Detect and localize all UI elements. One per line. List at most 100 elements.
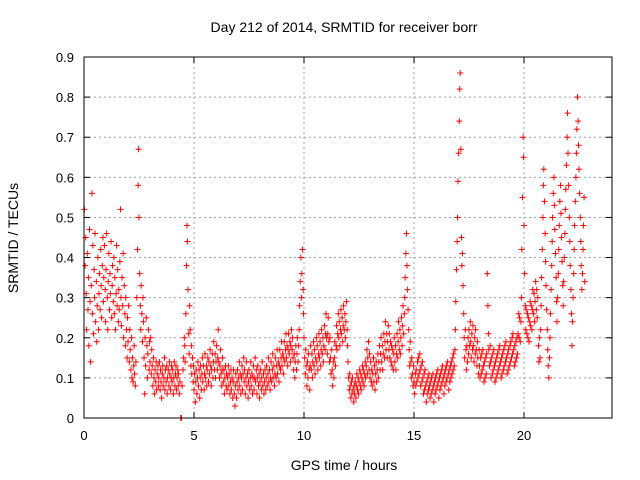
data-point xyxy=(329,366,336,373)
data-point xyxy=(183,222,190,229)
data-point xyxy=(378,334,384,341)
data-point xyxy=(287,342,294,349)
data-point xyxy=(264,382,271,389)
data-point xyxy=(176,390,183,397)
data-point xyxy=(158,394,165,401)
data-point xyxy=(422,366,428,373)
data-point xyxy=(286,338,293,345)
data-point xyxy=(93,278,100,285)
data-point xyxy=(182,358,189,365)
data-point xyxy=(96,270,103,277)
data-point xyxy=(170,390,177,397)
data-point xyxy=(416,350,423,357)
data-point xyxy=(510,346,517,353)
data-point xyxy=(295,342,302,349)
data-point xyxy=(451,362,458,369)
data-point xyxy=(479,346,486,353)
data-point xyxy=(220,366,227,373)
data-point xyxy=(149,362,156,369)
data-point xyxy=(546,334,553,341)
data-point xyxy=(231,402,238,409)
data-point xyxy=(308,366,315,373)
data-point xyxy=(142,334,149,341)
data-point xyxy=(451,346,458,353)
data-point xyxy=(85,274,92,281)
data-point xyxy=(448,358,455,365)
data-point xyxy=(495,366,502,373)
data-point xyxy=(404,286,411,293)
data-point xyxy=(555,246,562,253)
data-point xyxy=(86,226,93,233)
data-point xyxy=(303,382,310,389)
data-point xyxy=(379,366,386,373)
data-point xyxy=(332,362,339,369)
data-point xyxy=(159,370,166,377)
data-point xyxy=(92,318,99,325)
data-point xyxy=(236,382,243,389)
data-point xyxy=(522,326,529,333)
data-point xyxy=(514,350,521,357)
data-point xyxy=(368,366,375,373)
data-point xyxy=(145,326,152,333)
data-point xyxy=(297,254,304,261)
data-point xyxy=(105,250,112,257)
data-point xyxy=(240,354,247,361)
data-point xyxy=(207,362,214,369)
data-point xyxy=(410,362,417,369)
data-point xyxy=(468,354,475,361)
data-point xyxy=(543,282,549,289)
data-point xyxy=(225,362,232,369)
data-point xyxy=(560,278,567,285)
data-point xyxy=(548,286,555,293)
data-point xyxy=(399,342,406,349)
data-point xyxy=(191,370,198,377)
data-point xyxy=(566,238,573,245)
data-point xyxy=(372,370,379,377)
data-point xyxy=(430,398,437,405)
data-point xyxy=(485,330,492,337)
data-point xyxy=(220,378,227,385)
data-point xyxy=(295,358,302,365)
data-point xyxy=(165,382,172,389)
x-axis-label: GPS time / hours xyxy=(291,457,398,473)
data-point xyxy=(524,310,531,317)
data-point xyxy=(273,374,280,381)
data-point xyxy=(259,358,266,365)
data-point xyxy=(94,302,101,309)
data-point xyxy=(335,334,342,341)
data-point xyxy=(164,390,171,397)
data-point xyxy=(296,302,303,309)
data-point xyxy=(215,358,222,365)
data-point xyxy=(515,330,522,337)
data-point xyxy=(138,310,145,317)
data-point xyxy=(413,378,420,385)
data-point xyxy=(361,382,368,389)
data-point xyxy=(470,342,477,349)
data-point xyxy=(201,386,208,393)
data-point xyxy=(450,350,457,357)
data-point xyxy=(108,314,115,321)
data-point xyxy=(567,286,574,293)
data-point xyxy=(133,294,140,301)
data-point xyxy=(541,198,548,205)
data-point xyxy=(449,354,456,361)
data-point xyxy=(462,346,469,353)
data-point xyxy=(264,370,271,377)
data-point xyxy=(397,334,404,341)
data-point xyxy=(372,386,379,393)
data-point xyxy=(466,326,472,333)
y-tick-label: 0.5 xyxy=(56,210,74,225)
data-point xyxy=(532,298,538,305)
data-point xyxy=(469,322,476,329)
data-point xyxy=(132,358,139,365)
data-point xyxy=(367,374,373,381)
data-point xyxy=(120,250,127,257)
data-point xyxy=(126,358,133,365)
data-point xyxy=(281,338,288,345)
data-point xyxy=(418,362,425,369)
data-point xyxy=(180,366,186,373)
data-point xyxy=(126,326,133,333)
data-point xyxy=(482,374,489,381)
data-point xyxy=(378,358,385,365)
data-point xyxy=(391,334,398,341)
